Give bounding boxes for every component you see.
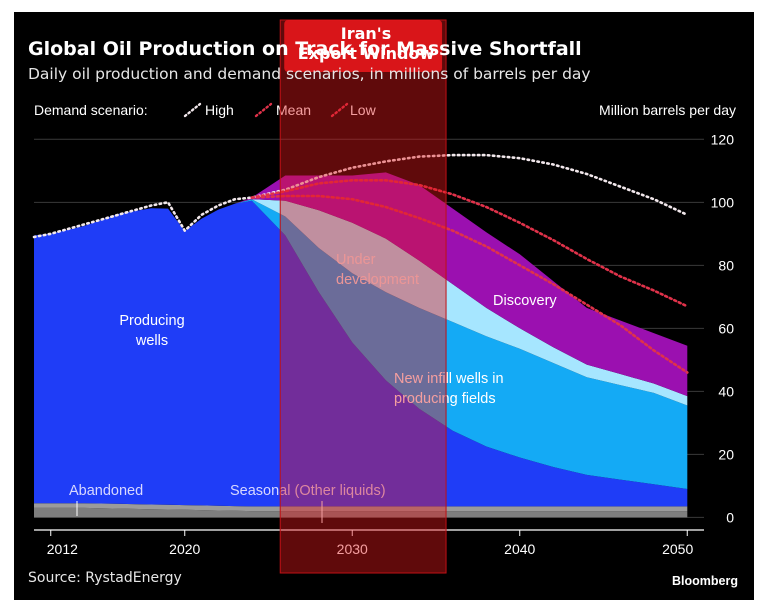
legend-label-high: High [205,102,234,118]
x-tick-label-2030: 2030 [337,541,368,557]
legend-swatch-mean [254,102,273,118]
demand-line-mean [250,179,689,308]
label-new-infill-line-1: New infill wells in [394,371,504,387]
area-discovery [34,172,688,397]
x-tick-label-2020: 2020 [169,541,200,557]
export-window-label: Iran's Export Window [282,24,450,64]
area-new-infill-wells-in-producing-fields [34,199,688,489]
label-producing-wells-line-1: Producing [119,313,184,329]
y-tick-label-100: 100 [711,194,735,210]
area-under-development [34,199,688,406]
legend-title: Demand scenario: [34,102,148,118]
x-tick-label-2040: 2040 [504,541,535,557]
y-tick-label-20: 20 [718,446,734,462]
legend-label-mean: Mean [276,102,311,118]
area-producing-wells [34,200,688,507]
legend-swatch-high [183,102,202,118]
y-tick-label-80: 80 [718,257,734,273]
y-tick-label-40: 40 [718,383,734,399]
y-tick-label-120: 120 [711,131,735,147]
label-producing-wells-line-2: wells [135,333,168,349]
label-under-development-line-2: development [336,272,419,288]
label-new-infill-line-2: producing fields [394,391,496,407]
export-window-band [279,19,447,574]
label-under-development-line-1: Under [336,252,376,268]
label-seasonal: Seasonal (Other liquids) [230,483,386,499]
label-abandoned: Abandoned [69,483,143,499]
demand-line-low [250,194,689,374]
brand-logo: Bloomberg [672,574,738,588]
y-tick-label-0: 0 [726,509,734,525]
demand-line-high [32,153,689,239]
export-window-label-box [284,20,443,72]
export-window-label-line-2: Export Window [297,44,435,63]
chart-subtitle: Daily oil production and demand scenario… [28,65,591,83]
chart-title: Global Oil Production on Track for Massi… [28,38,582,60]
y-tick-label-60: 60 [718,320,734,336]
legend-label-low: Low [350,102,377,118]
x-tick-label-2050: 2050 [662,541,693,557]
export-window-label-line-1: Iran's [340,24,392,43]
legend-swatch-low [330,102,349,118]
area-seasonal-other-liquids [34,503,688,512]
source-note: Source: RystadEnergy [28,570,182,586]
label-discovery: Discovery [493,293,557,309]
y-axis-label: Million barrels per day [599,102,736,118]
x-tick-label-2012: 2012 [47,541,78,557]
area-abandoned [34,507,688,518]
